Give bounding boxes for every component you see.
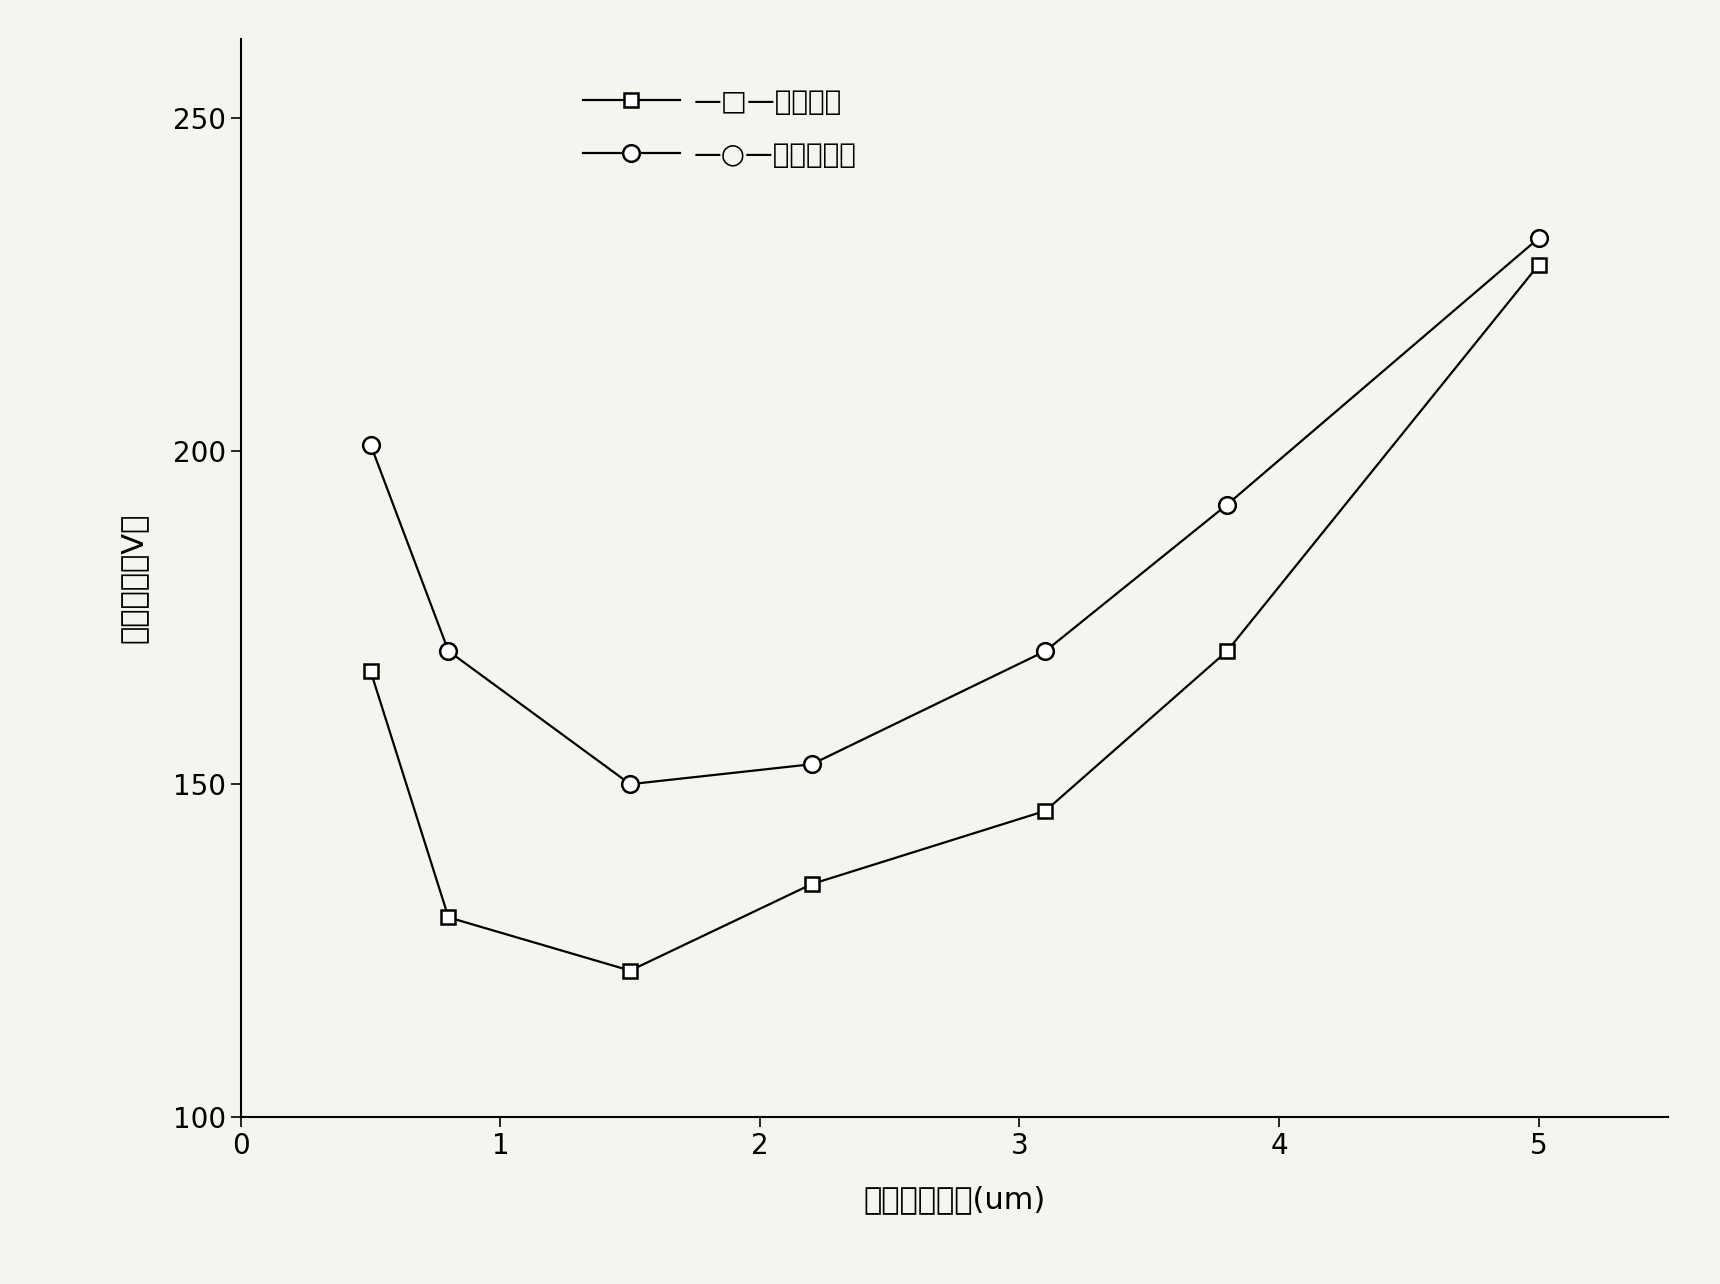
—□—常规结构 [359,664,380,679]
—○—本发明结构 [619,777,640,792]
—□—常规结构 [1216,643,1237,659]
—○—本发明结构 [1035,643,1056,659]
X-axis label: 外延硅层厚度(um): 外延硅层厚度(um) [863,1185,1046,1213]
Y-axis label: 击穿电压（V）: 击穿电压（V） [119,512,148,643]
—○—本发明结构 [1529,231,1550,247]
—□—常规结构 [802,877,822,892]
—○—本发明结构 [1216,497,1237,512]
Line: —□—常规结构: —□—常规结构 [363,258,1546,977]
—□—常规结构 [1035,802,1056,818]
Line: —○—本发明结构: —○—本发明结构 [363,230,1546,792]
—□—常规结构 [1529,257,1550,272]
Legend: —□—常规结构, —○—本发明结构: —□—常规结构, —○—本发明结构 [569,74,870,182]
—□—常规结构 [619,963,640,978]
—□—常规结构 [439,909,459,924]
—○—本发明结构 [359,437,380,452]
—○—本发明结构 [439,643,459,659]
—○—本发明结构 [802,756,822,772]
